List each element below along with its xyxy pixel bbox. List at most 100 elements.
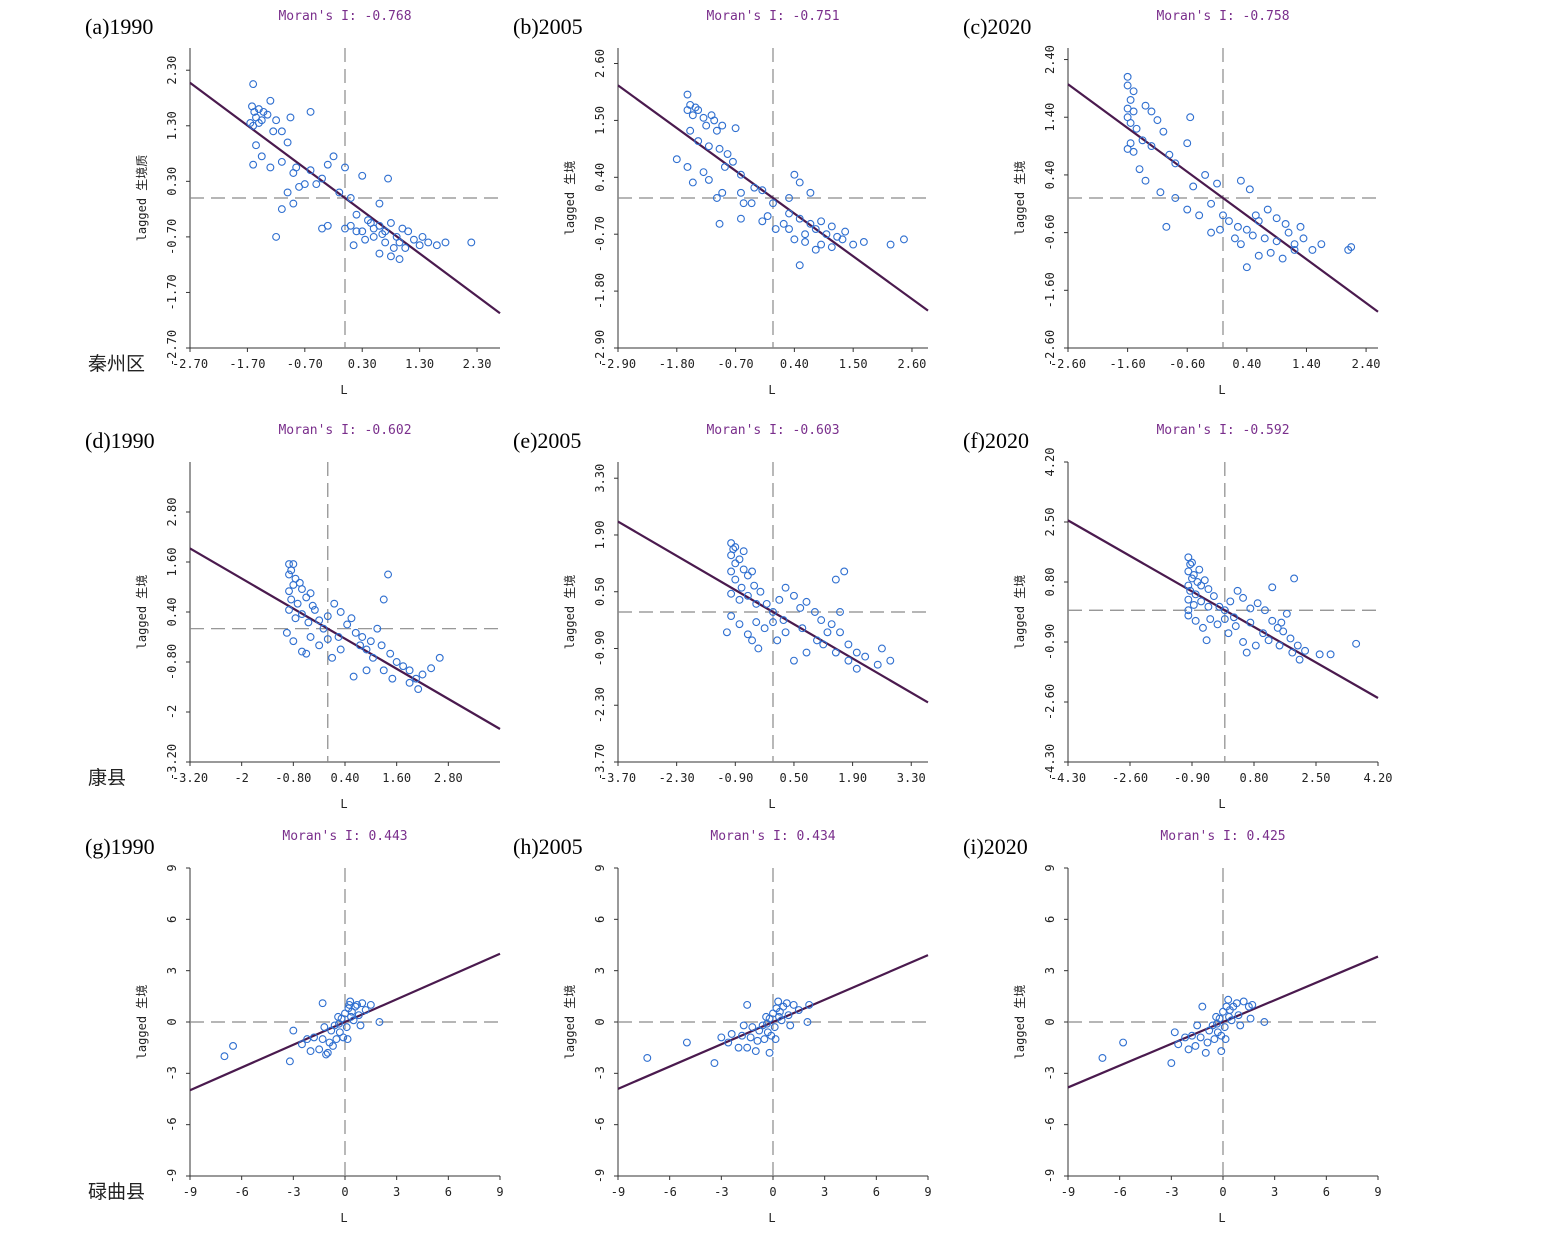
data-point (285, 1057, 294, 1066)
data-point (774, 997, 783, 1006)
data-point (771, 1035, 780, 1044)
data-point (723, 150, 732, 158)
data-point (704, 175, 713, 184)
data-point (1191, 590, 1200, 599)
x-tick-label: 6 (445, 1185, 452, 1199)
data-point (282, 628, 291, 637)
data-point (1301, 646, 1310, 655)
data-point (743, 1000, 752, 1009)
data-point (790, 170, 799, 179)
data-point (1224, 629, 1233, 638)
data-point (1098, 1053, 1107, 1062)
data-point (819, 640, 828, 649)
scatter-panel-g: (g)1990 Moran's I: 0.443 -9 -6 -3 0 3 6 9 -9 -6 -3 0… (85, 829, 504, 1225)
data-point (306, 107, 315, 116)
data-point (379, 595, 388, 604)
data-point (351, 628, 360, 637)
data-point (343, 620, 352, 629)
data-point (1217, 1047, 1226, 1056)
x-tick-label: -9 (183, 1185, 197, 1199)
data-point (710, 1059, 719, 1068)
y-tick-label: 9 (1043, 864, 1057, 871)
y-axis-label: lagged 生境 (1012, 161, 1027, 236)
data-point (823, 628, 832, 637)
data-point (285, 587, 293, 596)
data-point (746, 1033, 755, 1042)
y-tick-label: -9 (1043, 1169, 1057, 1183)
y-tick-label: -4.30 (1043, 744, 1057, 780)
x-tick-label: 0.80 (1240, 771, 1269, 785)
y-axis-label: lagged 生境 (562, 575, 577, 650)
data-point (356, 641, 365, 650)
data-point (727, 567, 736, 576)
regression-line (189, 952, 501, 1092)
y-tick-label: -6 (1043, 1117, 1057, 1131)
data-point (731, 124, 740, 133)
data-point (1210, 1035, 1219, 1044)
x-tick-label: 1.50 (839, 357, 868, 371)
x-axis-label: L (1218, 797, 1225, 811)
data-point (796, 603, 805, 612)
x-tick-label: -2.30 (659, 771, 695, 785)
data-point (1236, 1021, 1245, 1030)
data-point (384, 174, 393, 183)
data-point (747, 199, 756, 208)
data-point (306, 166, 315, 175)
panel-label: (c)2020 (963, 14, 1031, 39)
data-point (306, 589, 315, 598)
y-tick-label: -6 (593, 1117, 607, 1131)
data-point (318, 224, 326, 233)
data-point (395, 255, 404, 264)
data-point (352, 210, 361, 219)
y-tick-label: 2.60 (593, 49, 607, 78)
data-point (781, 628, 790, 637)
x-tick-label: 3.30 (897, 771, 926, 785)
data-point (1315, 650, 1324, 659)
data-point (345, 1000, 354, 1009)
data-point (722, 628, 731, 637)
scatter-panel-d: (d)1990 Moran's I: -0.602 -3.20 -2 -0.80 0.40… (85, 423, 501, 811)
data-point (743, 571, 752, 580)
data-point (427, 664, 436, 673)
data-point (691, 103, 700, 112)
data-point (384, 570, 393, 579)
data-point (1224, 995, 1233, 1004)
y-tick-label: -0.70 (593, 216, 607, 252)
data-point (323, 612, 332, 621)
data-point (329, 152, 338, 161)
data-point (220, 1052, 229, 1061)
data-point (794, 1006, 803, 1014)
data-point (386, 252, 395, 261)
data-point (289, 560, 298, 569)
moran-title: Moran's I: 0.443 (282, 829, 407, 844)
data-point (356, 1021, 365, 1030)
data-point (762, 599, 771, 608)
data-point (323, 1048, 332, 1057)
data-point (1272, 214, 1281, 223)
x-tick-label: -0.60 (1169, 357, 1205, 371)
data-point (718, 121, 727, 130)
data-point (769, 199, 777, 208)
data-point (743, 591, 752, 600)
x-tick-label: -2.60 (1112, 771, 1148, 785)
data-point (750, 581, 759, 590)
y-tick-label: 2.40 (1043, 45, 1057, 74)
x-tick-label: 0.40 (331, 771, 360, 785)
data-point (1242, 648, 1251, 657)
data-point (1221, 1035, 1230, 1044)
scatter-panel-h: (h)2005 Moran's I: 0.434 -9 -6 -3 0 3 6 9 -9 -6 -3 0… (513, 829, 932, 1225)
data-point (790, 235, 799, 244)
data-point (432, 241, 441, 250)
data-point (1213, 620, 1222, 629)
data-point (323, 635, 332, 644)
x-tick-label: 0.40 (780, 357, 809, 371)
data-point (704, 142, 713, 151)
data-point (283, 138, 292, 147)
data-point (1188, 1031, 1196, 1040)
y-tick-label: 9 (165, 864, 179, 871)
x-tick-label: -2.60 (1050, 357, 1086, 371)
scatter-panel-c: (c)2020 Moran's I: -0.758 -2.60 -1.60 -0.60 0… (963, 9, 1381, 397)
data-point (735, 620, 744, 629)
data-point (269, 127, 278, 136)
data-point (332, 1035, 341, 1044)
